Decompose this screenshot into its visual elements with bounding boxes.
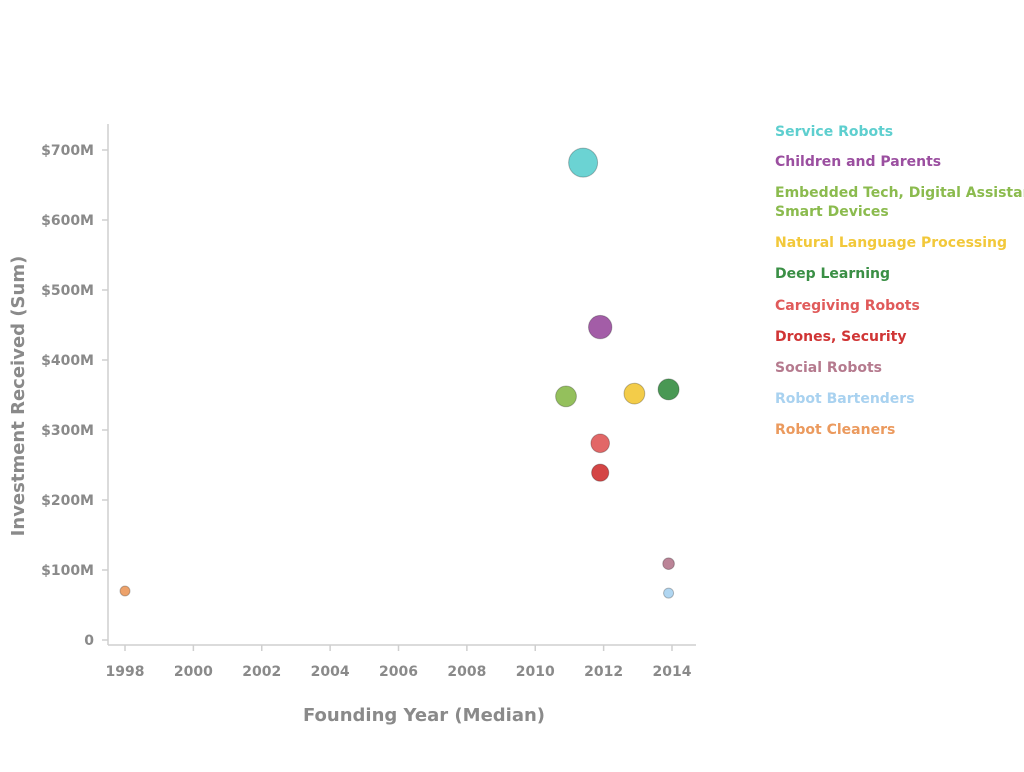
x-tick-label: 2014 [653, 664, 692, 680]
x-tick-label: 2010 [516, 664, 555, 680]
bubble-caregiving-robots[interactable] [590, 433, 611, 454]
legend-item-robot-cleaners[interactable]: Robot Cleaners [775, 422, 895, 438]
legend-item-social-robots[interactable]: Social Robots [775, 360, 882, 376]
x-tick-label: 2008 [447, 664, 486, 680]
legend-item-children-and-parents[interactable]: Children and Parents [775, 154, 941, 170]
bubble-embedded-tech-digital-assistant-smart-devices[interactable] [555, 385, 577, 408]
bubble-service-robots[interactable] [568, 147, 599, 178]
y-tick-label: 0 [84, 633, 94, 649]
legend-item-embedded-tech-digital-assistant-smart-devices[interactable]: Embedded Tech, Digital Assistant, Smart D… [775, 185, 1024, 220]
x-tick-label: 2006 [379, 664, 418, 680]
legend-item-natural-language-processing[interactable]: Natural Language Processing [775, 235, 1007, 251]
y-tick-label: $500M [41, 283, 94, 299]
bubble-natural-language-processing[interactable] [623, 382, 646, 405]
y-ticks: 0 $100M $200M $300M $400M $500M $600M $700M [41, 143, 108, 649]
y-tick-label: $700M [41, 143, 94, 159]
y-tick-label: $200M [41, 493, 94, 509]
x-tick-label: 2004 [311, 664, 350, 680]
y-axis-title: Investment Received (Sum) [8, 256, 29, 537]
bubble-social-robots[interactable] [662, 557, 675, 571]
legend: Service Robots Children and Parents Embedd… [775, 124, 1024, 438]
y-tick-label: $100M [41, 563, 94, 579]
legend-item-robot-bartenders[interactable]: Robot Bartenders [775, 391, 915, 407]
bubble-robot-bartenders[interactable] [663, 587, 675, 599]
bubble-drones-security[interactable] [591, 463, 610, 482]
y-tick-label: $400M [41, 353, 94, 369]
bubble-children-and-parents[interactable] [588, 314, 613, 340]
x-tick-label: 2002 [242, 664, 281, 680]
data-points [119, 147, 680, 599]
y-tick-label: $300M [41, 423, 94, 439]
legend-item-service-robots[interactable]: Service Robots [775, 124, 893, 140]
legend-item-caregiving-robots[interactable]: Caregiving Robots [775, 298, 920, 314]
x-axis-title: Founding Year (Median) [303, 705, 545, 726]
bubble-deep-learning[interactable] [657, 378, 680, 401]
x-tick-label: 1998 [106, 664, 145, 680]
x-ticks: 1998 2000 2002 2004 2006 2008 2010 2012 2014 [106, 645, 692, 680]
bubble-robot-cleaners[interactable] [119, 585, 131, 597]
x-tick-label: 2000 [174, 664, 213, 680]
legend-item-deep-learning[interactable]: Deep Learning [775, 266, 890, 282]
axes [107, 124, 696, 646]
y-tick-label: $600M [41, 213, 94, 229]
x-tick-label: 2012 [584, 664, 623, 680]
legend-item-drones-security[interactable]: Drones, Security [775, 329, 907, 345]
